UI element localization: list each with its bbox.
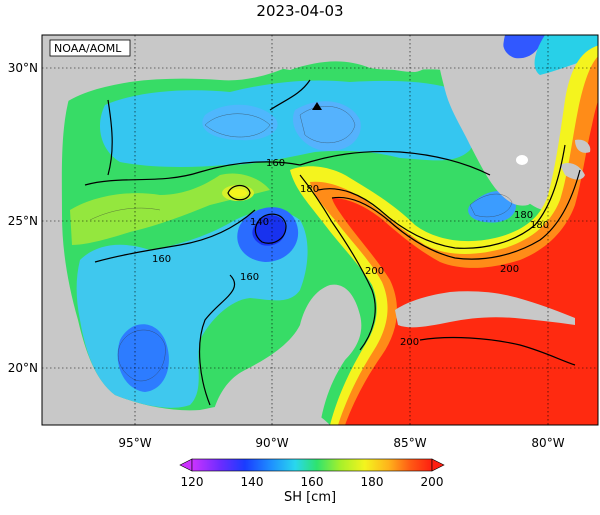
contour-200-south [419,336,576,366]
colorbar-tick: 180 [361,475,384,489]
contour-label: 200 [500,264,519,275]
colorbar-high-arrow [431,458,445,472]
contour-180-loop [317,144,566,249]
contour-label: 160 [152,254,171,265]
contour-200 [331,169,581,260]
yucatan-land [210,284,362,425]
contour-160-mid [94,209,256,263]
atlantic-blue [503,35,545,59]
colorbar: 120 140 160 180 200 [179,458,445,489]
blue-eddy-sw [117,324,169,392]
contour-label: 200 [365,266,384,277]
lat-label: 25°N [8,214,38,228]
bahamas-land [560,139,591,180]
lon-label: 85°W [393,436,426,450]
blue-region-fl [468,190,516,223]
contour-label: 160 [240,272,259,283]
lake-okeechobee [516,155,528,165]
map-title: 2023-04-03 [256,2,344,20]
atlantic-cyan [534,35,598,75]
lon-label: 95°W [118,436,151,450]
graticule [42,35,598,425]
contour-lines [84,79,581,406]
contour-160-north [84,161,301,186]
western-coast [42,160,125,425]
contour-140 [254,213,287,244]
colorbar-low-arrow [179,458,193,472]
contour-label: 160 [266,158,285,169]
colorbar-tick: 120 [181,475,204,489]
lat-label: 20°N [8,361,38,375]
lon-label: 80°W [531,436,564,450]
contour-180 [299,174,376,351]
loop-current-red [332,100,598,425]
plot-frame [41,34,599,426]
lon-label: 90°W [255,436,288,450]
northern-coast [42,35,440,160]
colorbar-gradient [191,458,433,472]
contour-north-small [269,79,311,111]
map-field: 160 160 160 180 180 200 200 140 180 200 [42,35,598,425]
contour-160-ne [299,150,491,176]
cuba-land [395,291,575,328]
contour-yellow-eddy [227,184,251,201]
colorbar-tick: 140 [241,475,264,489]
credit-box [49,39,131,57]
contour-label: 180 [300,184,319,195]
lat-label: 30°N [8,61,38,75]
florida-land [437,35,538,206]
contour-west [107,99,113,176]
contour-label: 180 [530,220,549,231]
contour-160-south [198,274,236,406]
colorbar-tick: 200 [421,475,444,489]
blue-region-north [202,104,278,141]
yellow-eddy-core [229,189,247,197]
contour-label: 140 [250,217,269,228]
contour-label: 180 [514,210,533,221]
green-band [70,173,270,245]
contour-label: 200 [400,337,419,348]
cyan-region-north [100,80,478,167]
colorbar-tick: 160 [301,475,324,489]
colorbar-title: SH [cm] [283,490,337,505]
triangle-marker-icon [312,102,322,110]
blue-eddy-core [252,215,286,246]
credit-label: NOAA/AOML [54,42,122,55]
